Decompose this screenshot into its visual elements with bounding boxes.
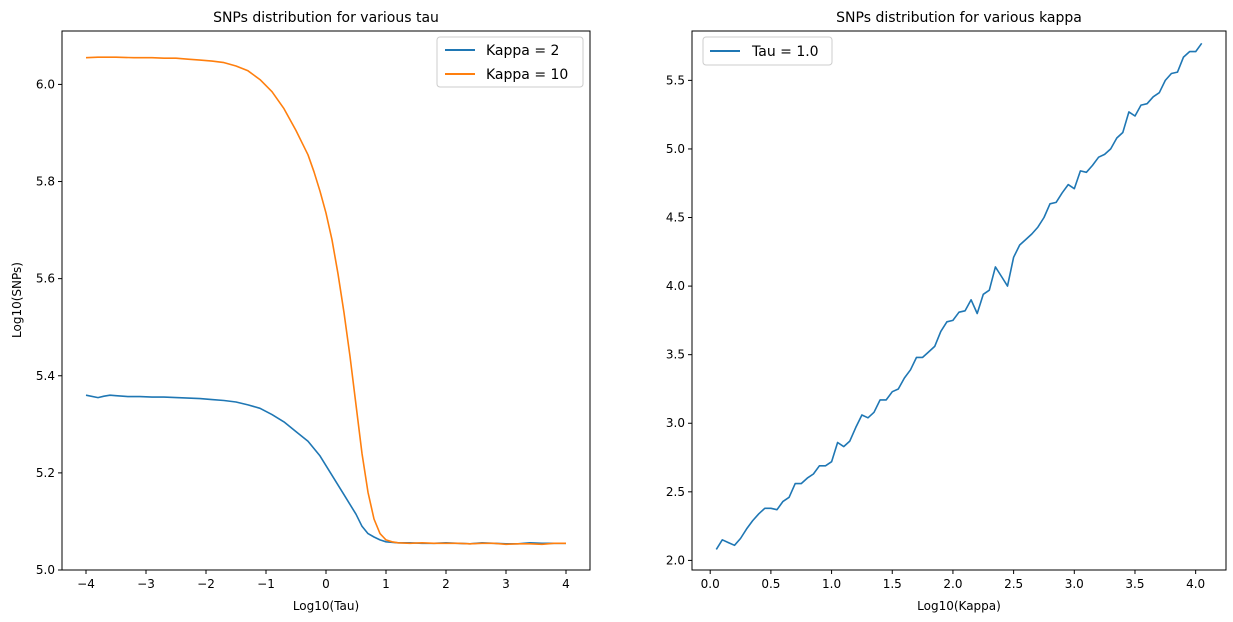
- x-tick-label: −1: [257, 577, 275, 591]
- y-tick-label: 2.5: [666, 485, 685, 499]
- chart-title: SNPs distribution for various tau: [213, 10, 439, 26]
- y-tick-label: 4.5: [666, 211, 685, 225]
- x-tick-label: 4.0: [1186, 577, 1205, 591]
- x-tick-label: 3: [502, 577, 510, 591]
- plot-area: [85, 56, 566, 546]
- legend-label-tau-1: Tau = 1.0: [751, 44, 819, 60]
- x-tick-label: 1.0: [822, 577, 841, 591]
- legend: Kappa = 2 Kappa = 10: [436, 36, 584, 88]
- x-tick-label: 4: [562, 577, 570, 591]
- y-tick-label: 5.0: [36, 563, 55, 577]
- axes-frame: [691, 30, 1227, 571]
- y-tick-label: 3.5: [666, 348, 685, 362]
- chart-panel-tau: SNPs distribution for various tau −4 −3 −2…: [10, 10, 591, 613]
- series-line-kappa-10: [85, 56, 566, 546]
- series-line-tau-1-0: [715, 42, 1203, 550]
- x-tick-label: 2: [442, 577, 450, 591]
- tick-group: −4 −3 −2 −1 0 1 2 3 4 5.0 5.2 5.4 5.6 5.8 6.0: [36, 77, 570, 591]
- x-tick-label: −2: [197, 577, 215, 591]
- y-tick-label: 6.0: [36, 77, 55, 91]
- x-tick-label: −3: [137, 577, 155, 591]
- x-tick-label: 1.5: [883, 577, 902, 591]
- x-axis-label: Log10(Kappa): [917, 599, 1001, 613]
- y-tick-label: 5.0: [666, 142, 685, 156]
- x-axis-label: Log10(Tau): [293, 599, 359, 613]
- y-axis-label: Log10(SNPs): [10, 262, 24, 338]
- legend: Tau = 1.0: [702, 36, 833, 66]
- legend-frame: [702, 36, 833, 66]
- y-tick-label: 5.6: [36, 272, 55, 286]
- x-tick-label: 3.5: [1125, 577, 1144, 591]
- y-tick-label: 3.0: [666, 416, 685, 430]
- x-tick-label: 0.5: [761, 577, 780, 591]
- y-tick-label: 4.0: [666, 279, 685, 293]
- y-tick-label: 2.0: [666, 553, 685, 567]
- legend-label-kappa-10: Kappa = 10: [486, 67, 568, 83]
- chart-title: SNPs distribution for various kappa: [836, 10, 1082, 26]
- y-tick-label: 5.5: [666, 73, 685, 87]
- chart-panel-kappa: SNPs distribution for various kappa 0.0 0…: [666, 10, 1227, 613]
- x-tick-label: 1: [382, 577, 390, 591]
- x-tick-label: 0: [322, 577, 330, 591]
- y-tick-label: 5.2: [36, 466, 55, 480]
- x-tick-label: −4: [77, 577, 95, 591]
- tick-group: 0.0 0.5 1.0 1.5 2.0 2.5 3.0 3.5 4.0 2.0 2.5 3.0 3.5 4…: [666, 73, 1205, 591]
- axes-frame: [61, 30, 591, 571]
- y-tick-label: 5.4: [36, 369, 55, 383]
- x-tick-label: 3.0: [1065, 577, 1084, 591]
- x-tick-label: 2.0: [943, 577, 962, 591]
- legend-label-kappa-2: Kappa = 2: [486, 43, 559, 59]
- x-tick-label: 2.5: [1004, 577, 1023, 591]
- y-tick-label: 5.8: [36, 175, 55, 189]
- plot-area: [715, 42, 1203, 550]
- x-tick-label: 0.0: [701, 577, 720, 591]
